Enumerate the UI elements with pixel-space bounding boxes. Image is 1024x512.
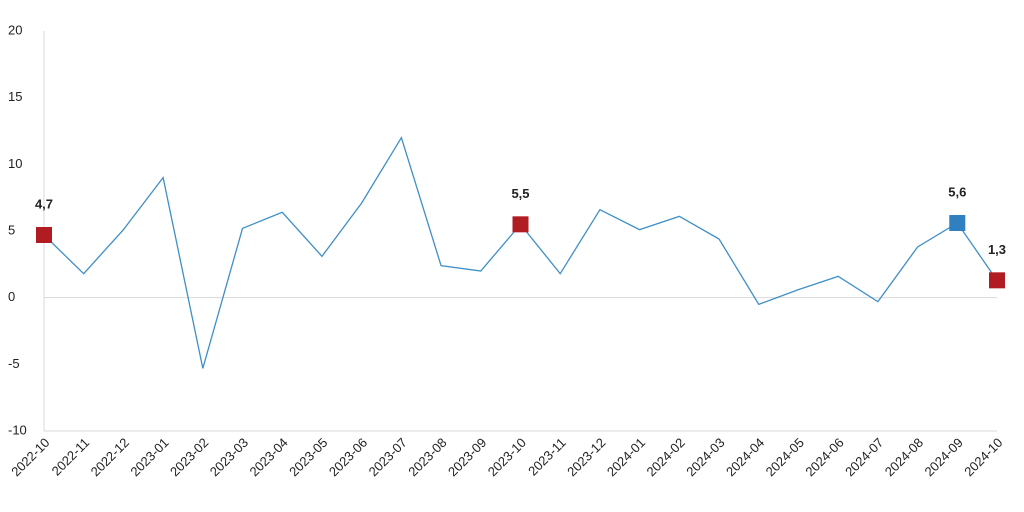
x-tick-label: 2023-05 <box>286 435 330 479</box>
x-tick-label: 2023-02 <box>167 435 211 479</box>
x-tick-label: 2023-10 <box>485 435 529 479</box>
y-tick-label: -10 <box>8 422 27 437</box>
x-tick-label: 2023-11 <box>525 435 569 479</box>
y-tick-label: 15 <box>8 89 22 104</box>
x-tick-label: 2024-01 <box>604 435 648 479</box>
data-label: 4,7 <box>35 196 53 211</box>
x-tick-label: 2024-05 <box>763 435 807 479</box>
x-tick-label: 2023-08 <box>405 435 449 479</box>
line-series <box>43 136 998 369</box>
marker <box>36 227 52 243</box>
y-tick-label: 0 <box>8 289 15 304</box>
x-tick-label: 2023-04 <box>246 435 290 479</box>
y-tick-label: 10 <box>8 156 22 171</box>
x-tick-label: 2024-07 <box>842 435 886 479</box>
y-tick-label: 20 <box>8 22 22 37</box>
y-tick-label: 5 <box>8 222 15 237</box>
data-label: 1,3 <box>988 242 1006 257</box>
x-tick-label: 2023-09 <box>445 435 489 479</box>
x-tick-label: 2024-04 <box>723 435 767 479</box>
x-tick-label: 2023-03 <box>207 435 251 479</box>
x-tick-label: 2024-03 <box>683 435 727 479</box>
x-tick-label: 2022-10 <box>8 435 52 479</box>
y-tick-label: -5 <box>8 356 20 371</box>
x-tick-label: 2022-12 <box>88 435 132 479</box>
marker <box>949 215 966 231</box>
x-tick-label: 2023-12 <box>564 435 608 479</box>
x-tick-label: 2024-10 <box>961 435 1005 479</box>
x-tick-label: 2022-11 <box>49 435 93 479</box>
x-tick-label: 2024-08 <box>882 435 926 479</box>
x-tick-label: 2024-02 <box>644 435 688 479</box>
x-tick-label: 2023-01 <box>127 435 171 479</box>
marker <box>989 272 1005 289</box>
x-tick-label: 2024-06 <box>802 435 846 479</box>
data-label: 5,5 <box>511 186 529 201</box>
data-label: 5,6 <box>948 184 966 199</box>
x-tick-label: 2023-06 <box>326 435 370 479</box>
x-tick-label: 2023-07 <box>366 435 410 479</box>
marker <box>512 216 529 233</box>
x-tick-label: 2024-09 <box>921 435 965 479</box>
